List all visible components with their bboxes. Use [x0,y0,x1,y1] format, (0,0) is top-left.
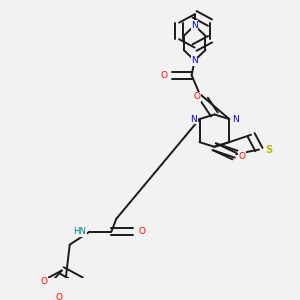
Text: O: O [160,71,167,80]
Text: O: O [40,277,47,286]
Text: O: O [238,152,246,160]
Text: O: O [193,92,200,101]
Text: HN: HN [73,227,86,236]
Text: N: N [190,115,197,124]
Text: S: S [265,145,272,154]
Text: N: N [191,21,198,30]
Text: O: O [55,293,62,300]
Text: O: O [139,227,145,236]
Text: N: N [232,115,238,124]
Text: N: N [191,56,198,65]
